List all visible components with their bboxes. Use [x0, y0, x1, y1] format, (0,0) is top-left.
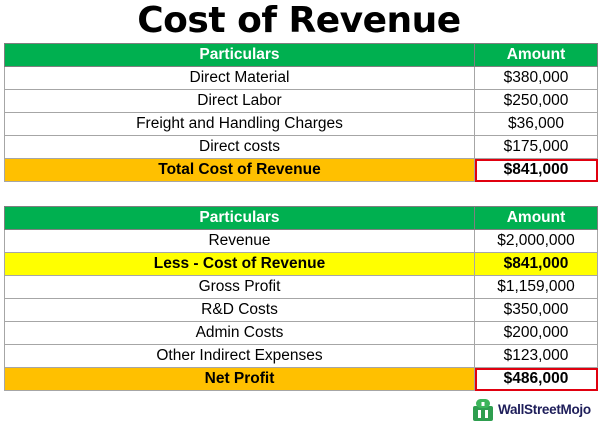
- total-row: Total Cost of Revenue $841,000: [4, 158, 598, 182]
- less-cost-label: Less - Cost of Revenue: [4, 252, 475, 276]
- table-row: Direct Labor $250,000: [4, 89, 598, 113]
- wallstreetmojo-logo: WallStreetMojo: [472, 396, 591, 422]
- row-label: Direct costs: [4, 135, 475, 159]
- row-amount: $200,000: [474, 321, 598, 345]
- table-row: Direct costs $175,000: [4, 135, 598, 159]
- table-row: Admin Costs $200,000: [4, 321, 598, 345]
- row-label: Direct Labor: [4, 89, 475, 113]
- less-cost-row: Less - Cost of Revenue $841,000: [4, 252, 598, 276]
- total-amount: $841,000: [474, 158, 598, 182]
- total-row: Net Profit $486,000: [4, 367, 598, 391]
- row-label: Admin Costs: [4, 321, 475, 345]
- table-row: R&D Costs $350,000: [4, 298, 598, 322]
- table-row: Gross Profit $1,159,000: [4, 275, 598, 299]
- total-label: Total Cost of Revenue: [4, 158, 475, 182]
- particulars-header: Particulars: [4, 206, 475, 230]
- row-amount: $2,000,000: [474, 229, 598, 253]
- particulars-header: Particulars: [4, 43, 475, 67]
- amount-header: Amount: [474, 43, 598, 67]
- total-amount: $486,000: [474, 367, 598, 391]
- row-amount: $175,000: [474, 135, 598, 159]
- row-amount: $380,000: [474, 66, 598, 90]
- row-amount: $1,159,000: [474, 275, 598, 299]
- row-label: Direct Material: [4, 66, 475, 90]
- cost-of-revenue-table: Particulars Amount Direct Material $380,…: [4, 43, 598, 182]
- logo-text: WallStreetMojo: [498, 401, 591, 417]
- row-amount: $250,000: [474, 89, 598, 113]
- row-label: Freight and Handling Charges: [4, 112, 475, 136]
- table-row: Other Indirect Expenses $123,000: [4, 344, 598, 368]
- row-amount: $36,000: [474, 112, 598, 136]
- table-header-row: Particulars Amount: [4, 206, 598, 230]
- row-label: R&D Costs: [4, 298, 475, 322]
- less-cost-amount: $841,000: [474, 252, 598, 276]
- table-row: Revenue $2,000,000: [4, 229, 598, 253]
- table-header-row: Particulars Amount: [4, 43, 598, 67]
- table-row: Direct Material $380,000: [4, 66, 598, 90]
- row-amount: $123,000: [474, 344, 598, 368]
- total-label: Net Profit: [4, 367, 475, 391]
- row-label: Gross Profit: [4, 275, 475, 299]
- wallstreetmojo-logo-icon: [473, 399, 493, 421]
- row-label: Revenue: [4, 229, 475, 253]
- row-amount: $350,000: [474, 298, 598, 322]
- net-profit-table: Particulars Amount Revenue $2,000,000 Le…: [4, 206, 598, 391]
- row-label: Other Indirect Expenses: [4, 344, 475, 368]
- table-row: Freight and Handling Charges $36,000: [4, 112, 598, 136]
- amount-header: Amount: [474, 206, 598, 230]
- page-title: Cost of Revenue: [137, 0, 461, 41]
